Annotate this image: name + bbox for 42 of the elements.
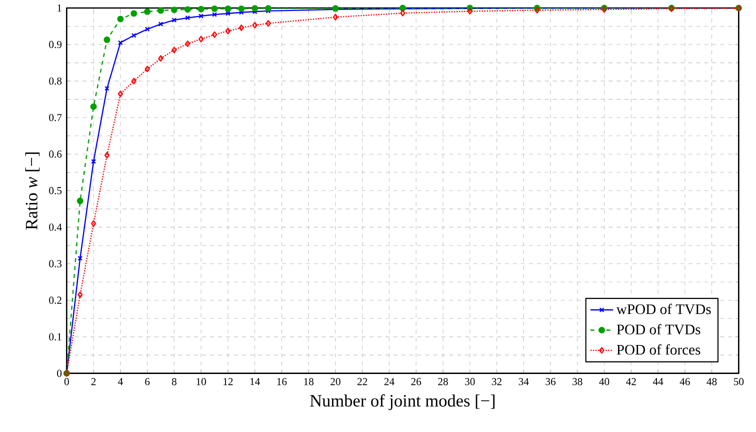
x-tick-label: 0 (64, 378, 69, 386)
y-tick-label: 0.4 (49, 224, 62, 231)
x-tick-label: 18 (304, 378, 314, 386)
y-tick-label: 0.7 (49, 114, 62, 122)
legend-label: POD of TVDs (616, 324, 700, 335)
x-tick-label: 48 (706, 378, 717, 386)
x-tick-label: 24 (384, 378, 394, 386)
y-tick-label: 0.5 (49, 187, 62, 194)
y-tick-label: 0 (57, 370, 62, 377)
x-tick-label: 34 (518, 378, 529, 386)
x-tick-label: 32 (492, 378, 502, 386)
legend-label: POD of forces (616, 344, 700, 355)
x-tick-label: 4 (118, 378, 123, 386)
x-tick-label: 8 (172, 378, 176, 386)
x-tick-label: 46 (680, 378, 690, 386)
x-tick-label: 16 (277, 378, 287, 386)
y-tick-label: 0.6 (49, 150, 62, 158)
x-tick-label: 30 (465, 378, 475, 386)
x-tick-label: 10 (196, 378, 206, 386)
x-tick-label: 50 (734, 378, 744, 386)
x-tick-label: 44 (652, 378, 664, 386)
x-tick-label: 12 (224, 378, 233, 386)
x-tick-label: 2 (91, 378, 96, 386)
y-tick-label: 1 (58, 4, 62, 12)
y-tick-label: 0.8 (49, 77, 62, 85)
x-tick-label: 40 (599, 378, 610, 386)
x-tick-label: 14 (250, 378, 260, 386)
x-tick-label: 6 (145, 378, 150, 386)
x-tick-label: 28 (438, 378, 448, 386)
x-tick-label: 42 (626, 378, 636, 386)
x-tick-label: 26 (411, 378, 422, 386)
y-axis-title: Ratio w [−] (25, 152, 40, 230)
y-tick-label: 0.2 (49, 296, 62, 304)
x-tick-label: 36 (546, 378, 556, 386)
x-tick-label: 20 (330, 378, 340, 386)
x-tick-label: 38 (572, 378, 582, 386)
x-axis-title: Number of joint modes [−] (310, 394, 495, 410)
x-tick-label: 22 (357, 378, 368, 386)
y-tick-label: 0.3 (49, 260, 62, 268)
y-tick-label: 0.9 (49, 40, 62, 48)
y-tick-label: 0.1 (49, 333, 62, 340)
legend-label: wPOD of TVDs (616, 304, 711, 314)
